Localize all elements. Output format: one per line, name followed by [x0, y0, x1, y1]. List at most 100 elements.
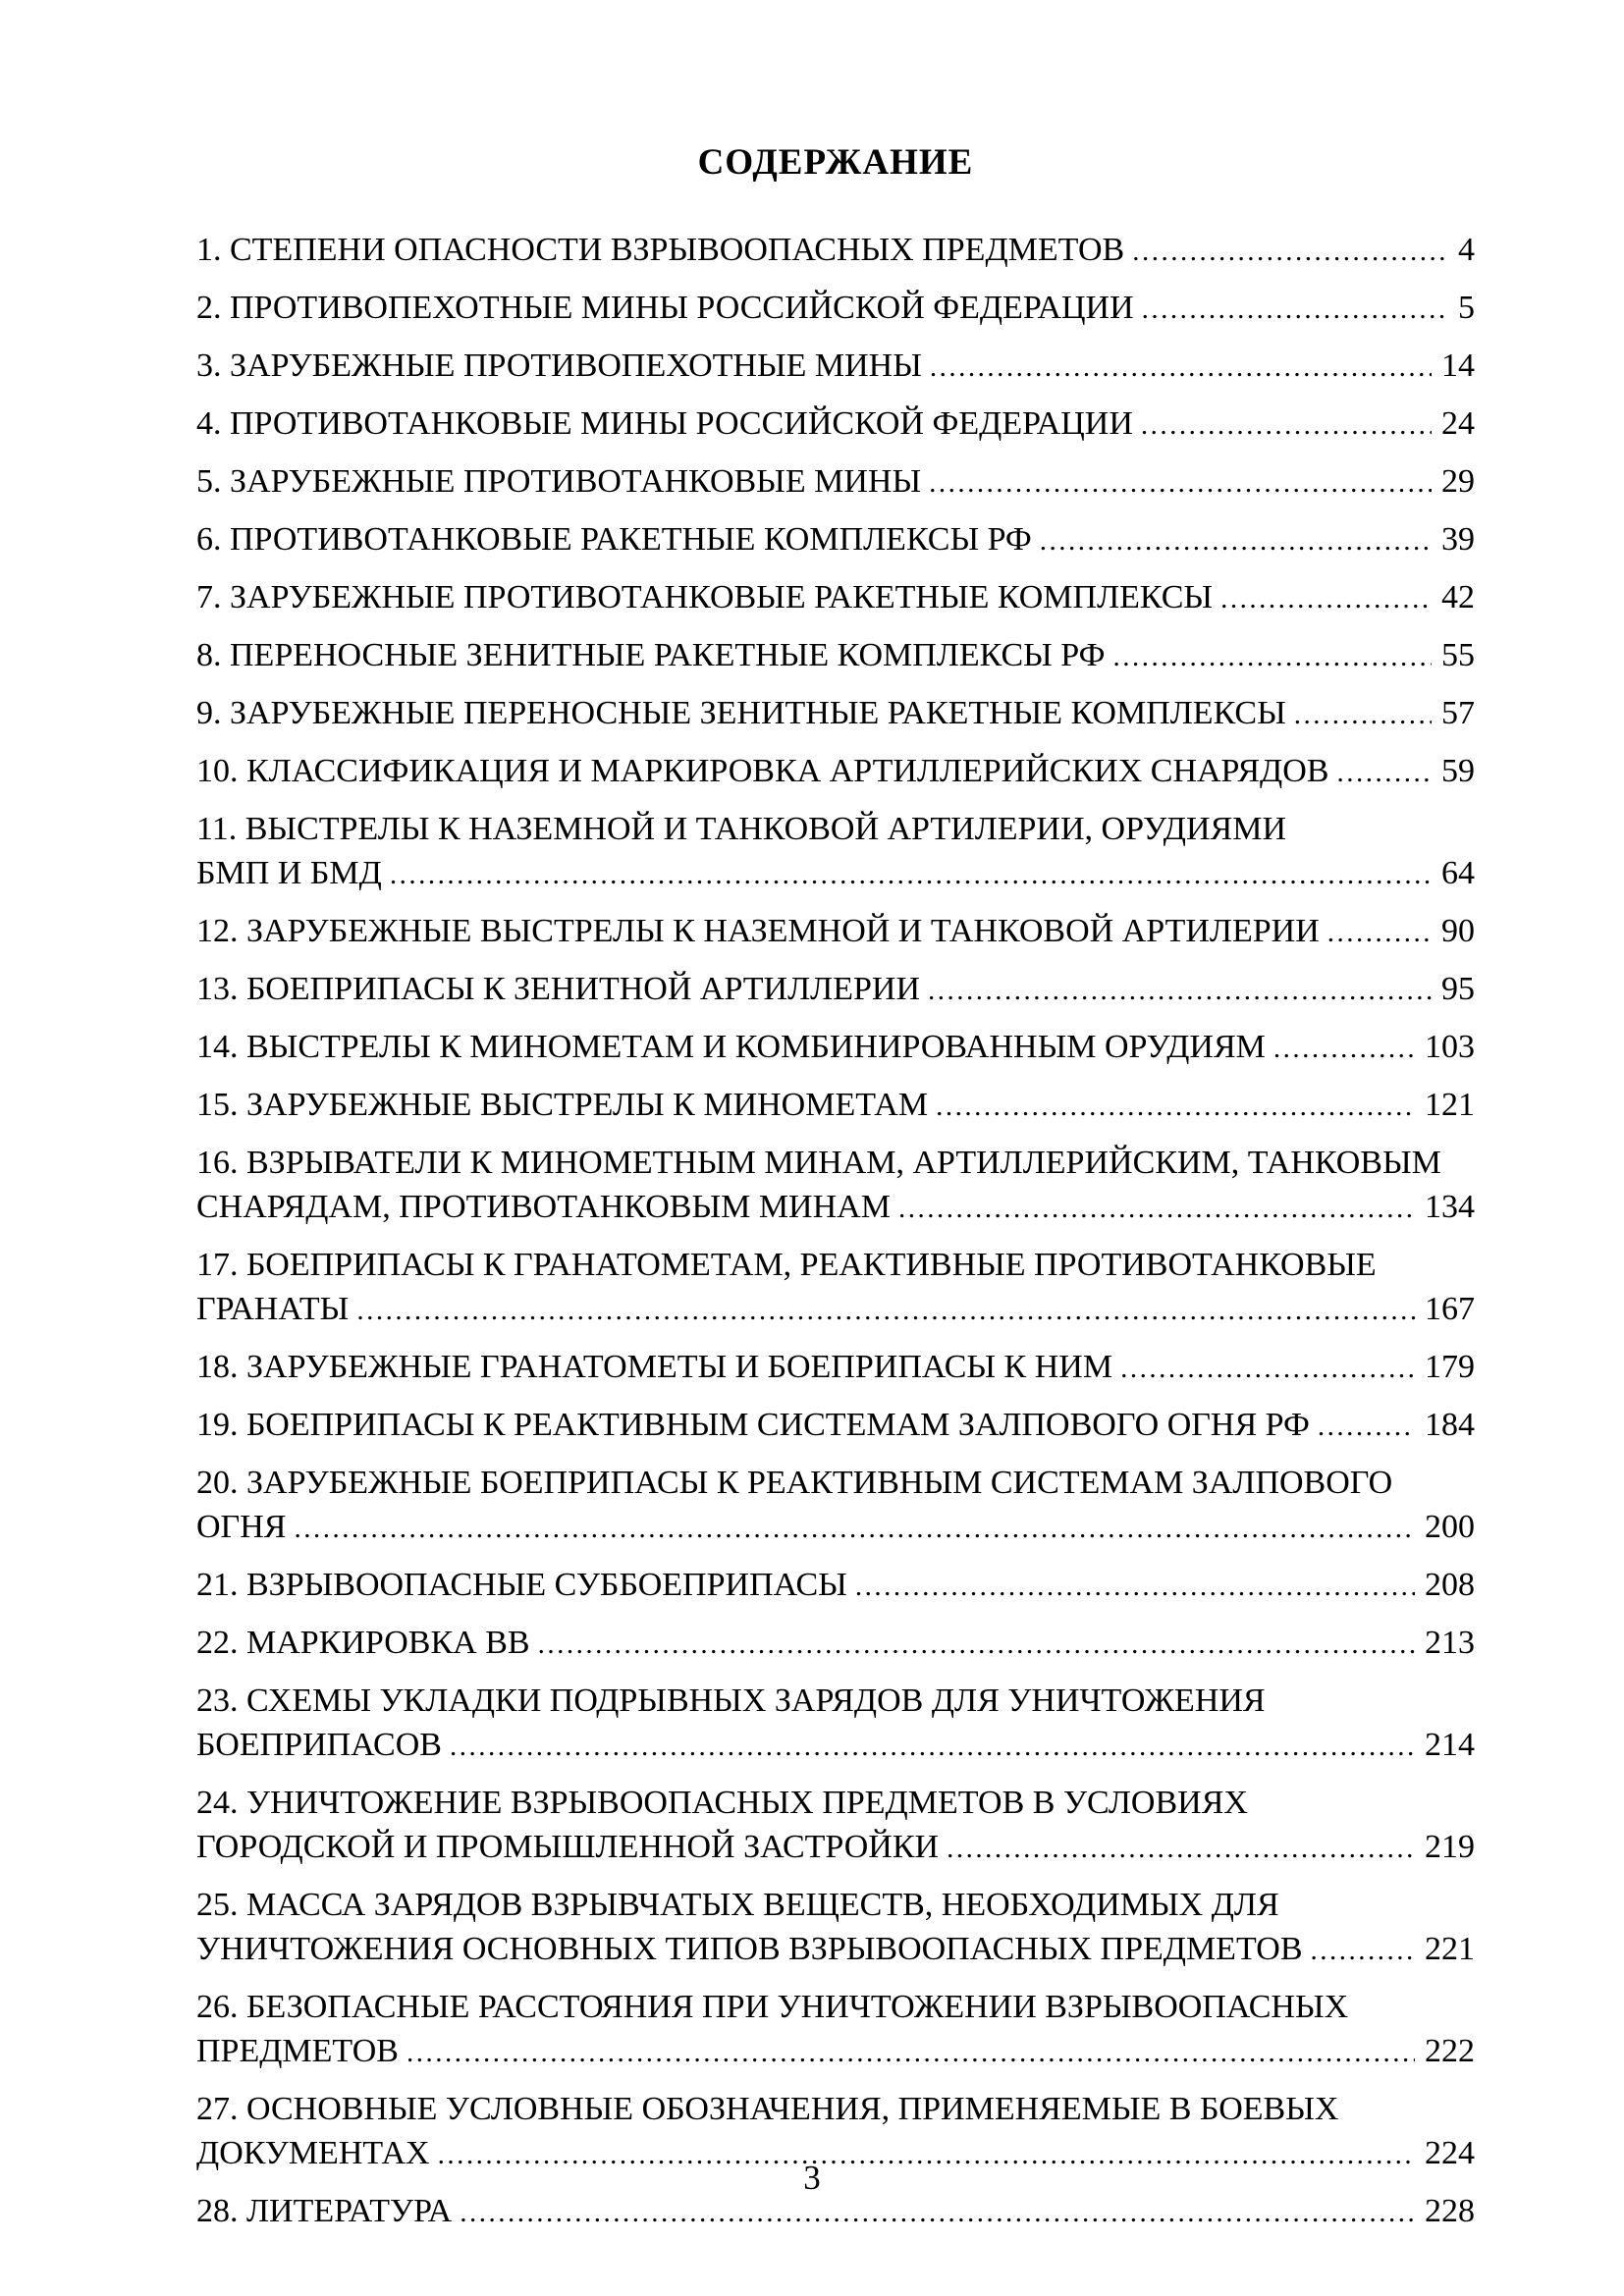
dot-leader — [1273, 1027, 1415, 1071]
toc-entry: 6. ПРОТИВОТАНКОВЫЕ РАКЕТНЫЕ КОМПЛЕКСЫ РФ… — [196, 517, 1475, 563]
toc-entry-text: 12. ЗАРУБЕЖНЫЕ ВЫСТРЕЛЫ К НАЗЕМНОЙ И ТАН… — [196, 913, 1320, 949]
toc-entry: 23. СХЕМЫ УКЛАДКИ ПОДРЫВНЫХ ЗАРЯДОВ ДЛЯ … — [196, 1679, 1475, 1769]
toc-entry-text: ГРАНАТЫ — [196, 1291, 350, 1327]
dot-leader — [1132, 230, 1448, 274]
toc-page-number: 219 — [1425, 1829, 1475, 1865]
toc-entry-text: УНИЧТОЖЕНИЯ ОСНОВНЫХ ТИПОВ ВЗРЫВООПАСНЫХ… — [196, 1931, 1303, 1967]
toc-page-number: 134 — [1425, 1189, 1475, 1225]
toc-entry-text: 10. КЛАССИФИКАЦИЯ И МАРКИРОВКА АРТИЛЛЕРИ… — [196, 753, 1329, 789]
dot-leader — [1220, 577, 1432, 621]
toc-page-number: 179 — [1425, 1349, 1475, 1385]
dot-leader — [947, 1827, 1415, 1871]
dot-leader — [390, 853, 1432, 897]
toc-page-number: 29 — [1441, 463, 1475, 500]
toc-entry-text: 14. ВЫСТРЕЛЫ К МИНОМЕТАМ И КОМБИНИРОВАНН… — [196, 1029, 1266, 1065]
dot-leader — [538, 1623, 1415, 1667]
dot-leader — [898, 1187, 1415, 1231]
dot-leader — [928, 969, 1432, 1013]
toc-entry-line: 27. ОСНОВНЫЕ УСЛОВНЫЕ ОБОЗНАЧЕНИЯ, ПРИМЕ… — [196, 2091, 1339, 2127]
toc-entry: 16. ВЗРЫВАТЕЛИ К МИНОМЕТНЫМ МИНАМ, АРТИЛ… — [196, 1141, 1475, 1231]
toc-page-number: 121 — [1425, 1087, 1475, 1123]
toc-page-number: 200 — [1425, 1509, 1475, 1545]
toc-entry-line: 11. ВЫСТРЕЛЫ К НАЗЕМНОЙ И ТАНКОВОЙ АРТИЛ… — [196, 811, 1286, 847]
toc-page-number: 167 — [1425, 1291, 1475, 1327]
toc-entry-line: 25. МАССА ЗАРЯДОВ ВЗРЫВЧАТЫХ ВЕЩЕСТВ, НЕ… — [196, 1887, 1279, 1923]
toc-entry: 1. СТЕПЕНИ ОПАСНОСТИ ВЗРЫВООПАСНЫХ ПРЕДМ… — [196, 228, 1475, 274]
toc-entry: 8. ПЕРЕНОСНЫЕ ЗЕНИТНЫЕ РАКЕТНЫЕ КОМПЛЕКС… — [196, 633, 1475, 679]
toc-entry: 2. ПРОТИВОПЕХОТНЫЕ МИНЫ РОССИЙСКОЙ ФЕДЕР… — [196, 286, 1475, 332]
toc-entry: 18. ЗАРУБЕЖНЫЕ ГРАНАТОМЕТЫ И БОЕПРИПАСЫ … — [196, 1345, 1475, 1391]
toc-page-number: 214 — [1425, 1727, 1475, 1763]
toc-entry: 27. ОСНОВНЫЕ УСЛОВНЫЕ ОБОЗНАЧЕНИЯ, ПРИМЕ… — [196, 2087, 1475, 2177]
toc-entry: 13. БОЕПРИПАСЫ К ЗЕНИТНОЙ АРТИЛЛЕРИИ 95 — [196, 967, 1475, 1013]
dot-leader — [450, 1725, 1415, 1769]
toc-entry-text: 28. ЛИТЕРАТУРА — [196, 2193, 453, 2229]
toc-entry-text: ПРЕДМЕТОВ — [196, 2033, 399, 2069]
dot-leader — [1040, 519, 1432, 563]
page-title: СОДЕРЖАНИЕ — [697, 142, 974, 183]
toc-entry: 7. ЗАРУБЕЖНЫЕ ПРОТИВОТАНКОВЫЕ РАКЕТНЫЕ К… — [196, 575, 1475, 621]
toc-page-number: 95 — [1441, 971, 1475, 1007]
dot-leader — [356, 1289, 1415, 1333]
toc-entry-line: 23. СХЕМЫ УКЛАДКИ ПОДРЫВНЫХ ЗАРЯДОВ ДЛЯ … — [196, 1682, 1266, 1719]
dot-leader — [855, 1565, 1415, 1609]
toc-entry-text: 3. ЗАРУБЕЖНЫЕ ПРОТИВОПЕХОТНЫЕ МИНЫ — [196, 347, 922, 384]
content-area: СОДЕРЖАНИЕ 1. СТЕПЕНИ ОПАСНОСТИ ВЗРЫВООП… — [196, 0, 1475, 2247]
toc-page-number: 208 — [1425, 1567, 1475, 1603]
toc-entry: 22. МАРКИРОВКА ВВ 213 — [196, 1621, 1475, 1667]
toc-entry-text: 4. ПРОТИВОТАНКОВЫЕ МИНЫ РОССИЙСКОЙ ФЕДЕР… — [196, 405, 1133, 442]
dot-leader — [929, 461, 1432, 506]
toc-entry: 28. ЛИТЕРАТУРА 228 — [196, 2189, 1475, 2235]
dot-leader — [1141, 403, 1432, 448]
toc-entry: 15. ЗАРУБЕЖНЫЕ ВЫСТРЕЛЫ К МИНОМЕТАМ 121 — [196, 1083, 1475, 1129]
toc-page-number: 224 — [1425, 2135, 1475, 2171]
toc-entry-text: БМП И БМД — [196, 855, 382, 891]
toc-entry: 17. БОЕПРИПАСЫ К ГРАНАТОМЕТАМ, РЕАКТИВНЫ… — [196, 1243, 1475, 1333]
toc-entry: 14. ВЫСТРЕЛЫ К МИНОМЕТАМ И КОМБИНИРОВАНН… — [196, 1025, 1475, 1071]
toc-entry: 10. КЛАССИФИКАЦИЯ И МАРКИРОВКА АРТИЛЛЕРИ… — [196, 749, 1475, 795]
toc-page-number: 228 — [1425, 2193, 1475, 2229]
toc-entry-text: 13. БОЕПРИПАСЫ К ЗЕНИТНОЙ АРТИЛЛЕРИИ — [196, 971, 920, 1007]
toc-entry-text: ГОРОДСКОЙ И ПРОМЫШЛЕННОЙ ЗАСТРОЙКИ — [196, 1829, 940, 1865]
dot-leader — [936, 1085, 1415, 1129]
toc-entry: 3. ЗАРУБЕЖНЫЕ ПРОТИВОПЕХОТНЫЕ МИНЫ 14 — [196, 344, 1475, 390]
toc-entry-text: 1. СТЕПЕНИ ОПАСНОСТИ ВЗРЫВООПАСНЫХ ПРЕДМ… — [196, 232, 1125, 268]
toc-entry: 21. ВЗРЫВООПАСНЫЕ СУББОЕПРИПАСЫ 208 — [196, 1563, 1475, 1609]
toc-entry-text: 5. ЗАРУБЕЖНЫЕ ПРОТИВОТАНКОВЫЕ МИНЫ — [196, 463, 922, 500]
toc-entry-text: ДОКУМЕНТАХ — [196, 2135, 430, 2171]
toc-page-number: 222 — [1425, 2033, 1475, 2069]
toc-entry-text: 6. ПРОТИВОТАНКОВЫЕ РАКЕТНЫЕ КОМПЛЕКСЫ РФ — [196, 521, 1032, 558]
toc-page-number: 5 — [1458, 290, 1475, 326]
toc-page-number: 64 — [1441, 855, 1475, 891]
toc-page-number: 57 — [1441, 695, 1475, 731]
toc-entry-line: 16. ВЗРЫВАТЕЛИ К МИНОМЕТНЫМ МИНАМ, АРТИЛ… — [196, 1145, 1441, 1181]
toc-page-number: 103 — [1425, 1029, 1475, 1065]
toc-entry: 11. ВЫСТРЕЛЫ К НАЗЕМНОЙ И ТАНКОВОЙ АРТИЛ… — [196, 807, 1475, 897]
toc-entry-text: 2. ПРОТИВОПЕХОТНЫЕ МИНЫ РОССИЙСКОЙ ФЕДЕР… — [196, 290, 1134, 326]
toc-entry: 5. ЗАРУБЕЖНЫЕ ПРОТИВОТАНКОВЫЕ МИНЫ 29 — [196, 459, 1475, 506]
toc-entry-line: 20. ЗАРУБЕЖНЫЕ БОЕПРИПАСЫ К РЕАКТИВНЫМ С… — [196, 1465, 1393, 1501]
toc-entry: 12. ЗАРУБЕЖНЫЕ ВЫСТРЕЛЫ К НАЗЕМНОЙ И ТАН… — [196, 909, 1475, 955]
toc-entry-text: 21. ВЗРЫВООПАСНЫЕ СУББОЕПРИПАСЫ — [196, 1567, 847, 1603]
toc-page-number: 4 — [1458, 232, 1475, 268]
toc-page-number: 55 — [1441, 637, 1475, 673]
toc-entry-line: 26. БЕЗОПАСНЫЕ РАССТОЯНИЯ ПРИ УНИЧТОЖЕНИ… — [196, 1989, 1349, 2025]
dot-leader — [1112, 635, 1432, 679]
toc-entry: 4. ПРОТИВОТАНКОВЫЕ МИНЫ РОССИЙСКОЙ ФЕДЕР… — [196, 401, 1475, 448]
toc-entry: 9. ЗАРУБЕЖНЫЕ ПЕРЕНОСНЫЕ ЗЕНИТНЫЕ РАКЕТН… — [196, 691, 1475, 737]
dot-leader — [1336, 751, 1432, 795]
toc-entry-text: 18. ЗАРУБЕЖНЫЕ ГРАНАТОМЕТЫ И БОЕПРИПАСЫ … — [196, 1349, 1113, 1385]
dot-leader — [1142, 288, 1448, 332]
toc-entry-text: ОГНЯ — [196, 1509, 287, 1545]
dot-leader — [1120, 1347, 1415, 1391]
dot-leader — [1294, 693, 1432, 737]
toc-entry-text: 22. МАРКИРОВКА ВВ — [196, 1625, 530, 1661]
toc-entry: 19. БОЕПРИПАСЫ К РЕАКТИВНЫМ СИСТЕМАМ ЗАЛ… — [196, 1403, 1475, 1449]
toc-entry-text: СНАРЯДАМ, ПРОТИВОТАНКОВЫМ МИНАМ — [196, 1189, 891, 1225]
dot-leader — [294, 1507, 1415, 1551]
toc-entry: 26. БЕЗОПАСНЫЕ РАССТОЯНИЯ ПРИ УНИЧТОЖЕНИ… — [196, 1985, 1475, 2075]
toc-entry-line: 24. УНИЧТОЖЕНИЕ ВЗРЫВООПАСНЫХ ПРЕДМЕТОВ … — [196, 1785, 1248, 1821]
dot-leader — [930, 346, 1432, 390]
page-number-footer: 3 — [803, 2159, 821, 2197]
